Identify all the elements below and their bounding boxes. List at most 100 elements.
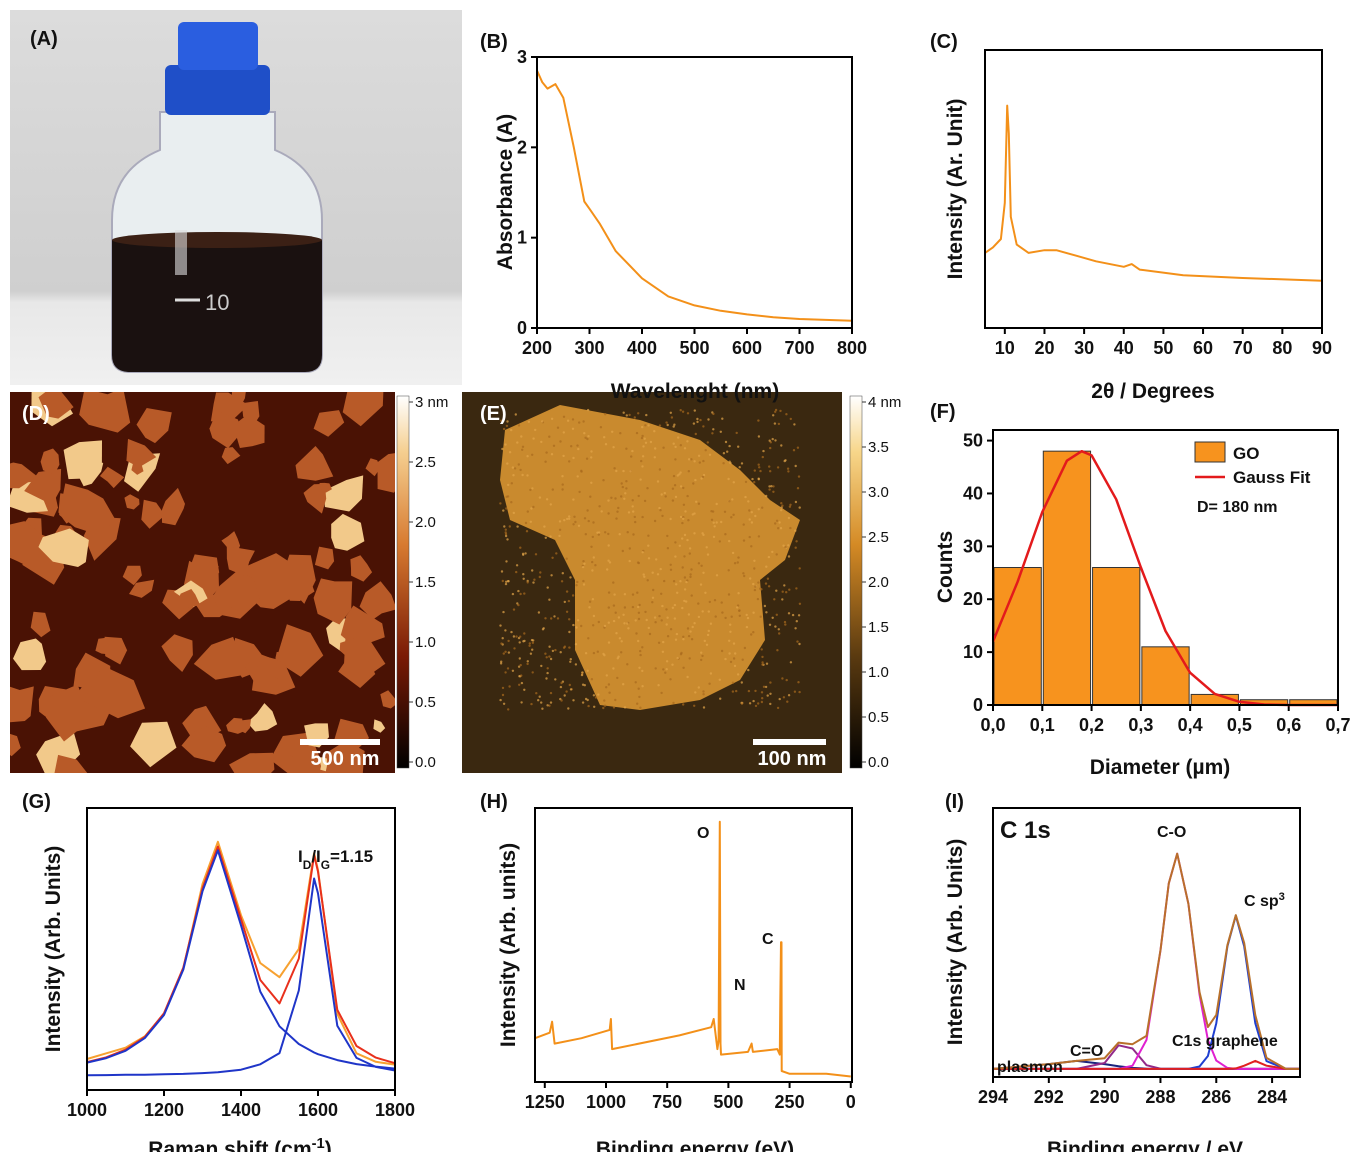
afm-texture <box>702 572 704 574</box>
bar <box>994 568 1041 706</box>
afm-texture <box>568 460 570 462</box>
afm-texture <box>752 612 754 614</box>
afm-texture <box>506 425 508 427</box>
afm-texture <box>688 470 690 472</box>
afm-texture <box>784 623 786 625</box>
x-tick-label: 0,7 <box>1325 715 1350 735</box>
x-axis-label: Wavelenght (nm) <box>611 380 779 403</box>
afm-texture <box>642 551 644 553</box>
afm-texture <box>741 681 743 683</box>
afm-texture <box>712 413 714 415</box>
afm-texture <box>739 615 741 617</box>
afm-texture <box>501 448 503 450</box>
afm-texture <box>518 666 520 668</box>
afm-texture <box>768 585 770 587</box>
afm-texture <box>719 679 721 681</box>
afm-texture <box>796 620 798 622</box>
y-tick-label: 50 <box>963 431 983 451</box>
x-tick-label: 30 <box>1074 338 1094 358</box>
afm-texture <box>566 611 568 613</box>
afm-texture <box>647 545 649 547</box>
afm-texture <box>745 481 747 483</box>
afm-texture <box>714 525 716 527</box>
afm-texture <box>621 640 623 642</box>
afm-texture <box>696 421 698 423</box>
afm-texture <box>624 492 626 494</box>
afm-texture <box>577 475 579 477</box>
afm-texture <box>753 560 755 562</box>
afm-texture <box>774 625 776 627</box>
afm-texture <box>540 701 542 703</box>
afm-texture <box>590 456 592 458</box>
afm-texture <box>587 409 589 411</box>
afm-texture <box>553 615 555 617</box>
afm-texture <box>787 470 789 472</box>
afm-texture <box>766 663 768 665</box>
afm-texture <box>638 604 640 606</box>
afm-texture <box>760 616 762 618</box>
afm-texture <box>789 504 791 506</box>
afm-texture <box>631 450 633 452</box>
afm-texture <box>610 497 612 499</box>
afm-texture <box>778 628 780 630</box>
afm-texture <box>612 446 614 448</box>
x-tick-label: 290 <box>1090 1087 1120 1107</box>
afm-texture <box>523 592 525 594</box>
afm-texture <box>728 640 730 642</box>
page: {"images": [ {"label": "(A)", "bottle_te… <box>0 0 1353 1152</box>
afm-texture <box>518 424 520 426</box>
afm-texture <box>794 691 796 693</box>
afm-texture <box>772 414 774 416</box>
afm-texture <box>516 525 518 527</box>
afm-texture <box>623 412 625 414</box>
afm-texture <box>578 525 580 527</box>
afm-texture <box>593 706 595 708</box>
afm-texture <box>788 555 790 557</box>
afm-texture <box>765 495 767 497</box>
axes-frame <box>537 57 852 328</box>
afm-texture <box>661 515 663 517</box>
afm-texture <box>675 639 677 641</box>
axes-frame <box>985 50 1322 328</box>
afm-texture <box>513 608 515 610</box>
afm-texture <box>765 566 767 568</box>
afm-texture <box>526 663 528 665</box>
afm-texture <box>546 656 548 658</box>
afm-texture <box>605 443 607 445</box>
afm-texture <box>570 445 572 447</box>
afm-texture <box>684 576 686 578</box>
afm-texture <box>684 588 686 590</box>
afm-texture <box>617 657 619 659</box>
afm-texture <box>608 622 610 624</box>
afm-texture <box>798 691 800 693</box>
afm-texture <box>774 522 776 524</box>
annotation: C sp3 <box>1244 891 1285 910</box>
x-tick-label: 800 <box>837 338 867 358</box>
afm-texture <box>554 678 556 680</box>
afm-texture <box>612 667 614 669</box>
afm-texture <box>769 703 771 705</box>
afm-texture <box>564 601 566 603</box>
afm-texture <box>569 684 571 686</box>
afm-texture <box>707 553 709 555</box>
afm-texture <box>574 521 576 523</box>
afm-texture <box>607 499 609 501</box>
afm-texture <box>505 507 507 509</box>
afm-texture <box>539 571 541 573</box>
bar <box>1142 647 1189 705</box>
afm-texture <box>637 561 639 563</box>
axes-frame <box>535 808 852 1082</box>
afm-texture <box>528 421 530 423</box>
afm-texture <box>788 612 790 614</box>
afm-texture <box>752 700 754 702</box>
afm-texture <box>733 657 735 659</box>
afm-texture <box>673 580 675 582</box>
afm-texture <box>797 487 799 489</box>
afm-texture <box>698 503 700 505</box>
x-axis-label-part: Raman shift (cm <box>148 1138 311 1152</box>
afm-texture <box>515 635 517 637</box>
afm-texture <box>562 572 564 574</box>
afm-texture <box>724 658 726 660</box>
afm-texture <box>506 496 508 498</box>
afm-texture <box>614 497 616 499</box>
